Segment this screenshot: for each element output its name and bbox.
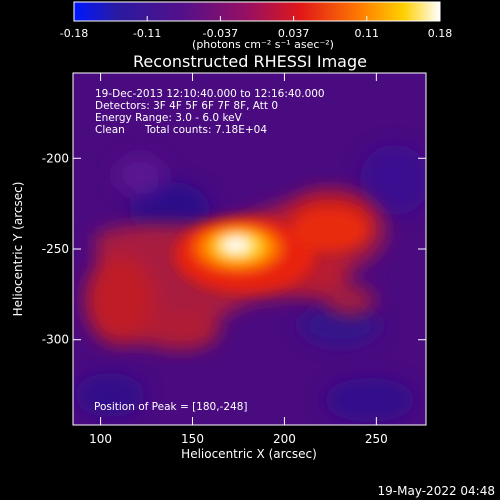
x-axis-label: Heliocentric X (arcsec) — [181, 447, 317, 461]
x-tick-label: 150 — [181, 432, 204, 446]
x-tick-label: 200 — [273, 432, 296, 446]
y-axis-ticks: -200 -250 -300 — [42, 151, 426, 347]
colorbar-tick-label: -0.037 — [203, 27, 238, 40]
y-tick-label: -200 — [42, 151, 69, 165]
energy-range-text: Energy Range: 3.0 - 6.0 keV — [95, 112, 243, 124]
colorbar-gradient — [73, 1, 441, 22]
heatmap-image — [73, 73, 426, 425]
y-tick-label: -250 — [42, 242, 69, 256]
x-tick-label: 100 — [89, 432, 112, 446]
time-range-text: 19-Dec-2013 12:10:40.000 to 12:16:40.000 — [95, 88, 325, 100]
generated-timestamp: 19-May-2022 04:48 — [378, 484, 495, 498]
colorbar: -0.18 -0.11 -0.037 0.037 0.11 0.18 (photons c… — [60, 1, 452, 51]
colorbar-tick-label: 0.037 — [278, 27, 310, 40]
colorbar-tick-label: 0.11 — [355, 27, 380, 40]
method-text: Clean — [95, 124, 125, 136]
x-tick-label: 250 — [365, 432, 388, 446]
peak-position-text: Position of Peak = [180,-248] — [94, 401, 248, 413]
colorbar-tick-label: 0.18 — [428, 27, 453, 40]
y-axis-label: Heliocentric Y (arcsec) — [11, 182, 25, 317]
total-counts-text: Total counts: 7.18E+04 — [144, 124, 267, 136]
colorbar-tick-label: -0.18 — [60, 27, 88, 40]
observation-info: 19-Dec-2013 12:10:40.000 to 12:16:40.000… — [94, 88, 325, 413]
chart-title: Reconstructed RHESSI Image — [133, 52, 367, 71]
colorbar-ticks: -0.18 -0.11 -0.037 0.037 0.11 0.18 — [60, 16, 452, 40]
colorbar-unit-label: (photons cm⁻² s⁻¹ asec⁻²) — [192, 38, 334, 51]
colorbar-tick-label: -0.11 — [133, 27, 161, 40]
y-tick-label: -300 — [42, 333, 69, 347]
x-axis-ticks: 100 150 200 250 — [89, 73, 388, 446]
detectors-text: Detectors: 3F 4F 5F 6F 7F 8F, Att 0 — [95, 100, 278, 112]
